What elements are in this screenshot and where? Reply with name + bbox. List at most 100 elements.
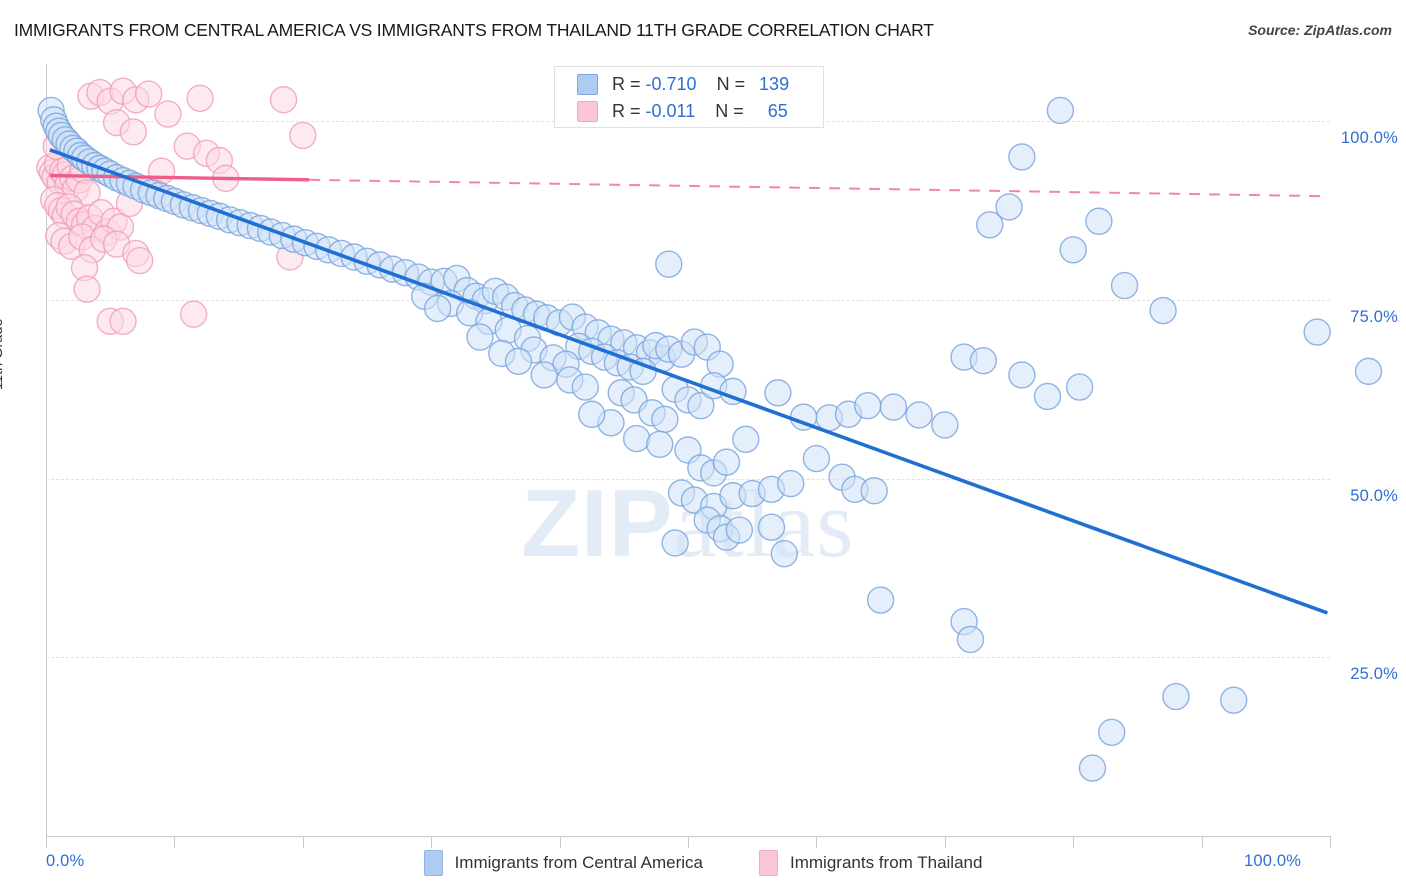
scatter-point-central-america bbox=[777, 469, 805, 498]
scatter-point-central-america bbox=[1085, 207, 1113, 235]
scatter-point-thailand bbox=[289, 121, 317, 150]
scatter-point-central-america bbox=[732, 425, 760, 453]
scatter-point-thailand bbox=[126, 246, 154, 275]
series-label-pink: Immigrants from Thailand bbox=[790, 853, 983, 872]
y-axis-line bbox=[46, 64, 47, 836]
scatter-point-thailand bbox=[73, 275, 101, 303]
y-axis-label: 11th Grade bbox=[0, 318, 6, 390]
series-legend-item-pink[interactable]: Immigrants from Thailand bbox=[759, 850, 982, 876]
scatter-point-central-america bbox=[866, 586, 895, 614]
scatter-point-central-america bbox=[1046, 96, 1075, 125]
scatter-point-thailand bbox=[154, 100, 182, 128]
x-tick bbox=[431, 836, 433, 848]
x-tick bbox=[302, 836, 304, 848]
scatter-point-central-america bbox=[1303, 318, 1331, 346]
series-legend: Immigrants from Central America Immigran… bbox=[0, 850, 1406, 876]
scatter-point-thailand bbox=[269, 86, 298, 114]
scatter-point-thailand bbox=[179, 300, 208, 328]
scatter-point-central-america bbox=[661, 529, 689, 557]
scatter-point-central-america bbox=[712, 448, 741, 476]
x-tick bbox=[559, 836, 561, 848]
n-label-pink: N = bbox=[715, 100, 744, 121]
scatter-point-central-america bbox=[770, 539, 798, 568]
series-legend-item-blue[interactable]: Immigrants from Central America bbox=[423, 850, 704, 876]
scatter-point-central-america bbox=[1219, 686, 1248, 714]
scatter-point-thailand bbox=[186, 84, 214, 113]
x-tick-label-min: 0.0% bbox=[46, 852, 85, 870]
r-value-pink: -0.011 bbox=[645, 100, 696, 121]
gridline bbox=[46, 478, 1330, 480]
scatter-point-central-america bbox=[646, 430, 674, 458]
r-label-blue: R = bbox=[612, 73, 641, 94]
series-label-blue: Immigrants from Central America bbox=[454, 853, 704, 872]
x-tick bbox=[1073, 836, 1075, 848]
x-tick bbox=[1201, 836, 1203, 848]
x-tick bbox=[1330, 836, 1331, 848]
x-tick bbox=[688, 836, 689, 848]
scatter-point-central-america bbox=[802, 444, 831, 473]
scatter-point-central-america bbox=[969, 346, 998, 375]
scatter-point-central-america bbox=[995, 193, 1023, 221]
scatter-point-central-america bbox=[879, 393, 908, 421]
gridline bbox=[46, 299, 1330, 301]
scatter-point-central-america bbox=[655, 250, 683, 278]
scatter-point-central-america bbox=[466, 323, 494, 351]
r-label-pink: R = bbox=[612, 100, 641, 121]
page-title: IMMIGRANTS FROM CENTRAL AMERICA VS IMMIG… bbox=[14, 20, 934, 40]
scatter-point-central-america bbox=[757, 513, 786, 541]
scatter-point-central-america bbox=[976, 211, 1004, 239]
correlation-row-blue: R = -0.710 N = 139 bbox=[555, 70, 823, 98]
scatter-point-central-america bbox=[504, 347, 533, 376]
scatter-point-central-america bbox=[687, 391, 715, 420]
scatter-point-central-america bbox=[1354, 357, 1383, 386]
y-tick-label: 100.0% bbox=[1340, 129, 1398, 148]
scatter-point-central-america bbox=[1065, 373, 1094, 401]
correlation-row-pink: R = -0.011 N = 65 bbox=[555, 97, 823, 125]
scatter-point-thailand bbox=[109, 307, 137, 336]
gridline bbox=[46, 657, 1330, 659]
n-label-blue: N = bbox=[716, 73, 746, 94]
plot-area: ZIPatlas bbox=[36, 64, 1383, 848]
scatter-point-central-america bbox=[1098, 718, 1126, 747]
r-value-blue: -0.710 bbox=[645, 73, 697, 94]
x-tick-label-max: 100.0% bbox=[1244, 852, 1302, 870]
source-attribution: Source: ZipAtlas.com bbox=[1248, 22, 1392, 38]
scatter-point-central-america bbox=[1162, 682, 1190, 711]
scatter-point-central-america bbox=[622, 424, 651, 453]
scatter-point-central-america bbox=[651, 405, 679, 433]
scatter-point-thailand bbox=[135, 80, 163, 108]
y-tick-label: 50.0% bbox=[1350, 486, 1398, 505]
scatter-point-central-america bbox=[764, 379, 792, 407]
scatter-point-central-america bbox=[1059, 236, 1087, 264]
scatter-point-central-america bbox=[1110, 271, 1139, 300]
correlation-legend-box: R = -0.710 N = 139 R = -0.011 N = 65 bbox=[554, 66, 824, 128]
y-tick-label: 75.0% bbox=[1350, 307, 1398, 326]
scatter-point-central-america bbox=[1008, 143, 1036, 171]
series-swatch-pink-icon bbox=[759, 850, 779, 876]
n-value-blue: 139 bbox=[759, 73, 790, 94]
x-tick bbox=[816, 836, 818, 848]
scatter-points-layer bbox=[36, 77, 1383, 782]
scatter-point-central-america bbox=[931, 411, 959, 439]
scatter-point-central-america bbox=[530, 361, 558, 389]
scatter-point-central-america bbox=[905, 401, 933, 429]
scatter-point-central-america bbox=[1078, 754, 1107, 782]
scatter-point-central-america bbox=[956, 625, 985, 654]
series-swatch-blue-icon bbox=[423, 850, 443, 876]
scatter-point-central-america bbox=[578, 400, 606, 428]
scatter-point-thailand bbox=[119, 118, 148, 146]
trendline-central-america bbox=[49, 148, 1329, 615]
scatter-point-central-america bbox=[854, 391, 882, 420]
scatter-point-central-america bbox=[1033, 382, 1062, 411]
scatter-point-central-america bbox=[1149, 296, 1177, 325]
correlation-blue-r: R = -0.710 bbox=[612, 74, 697, 95]
x-tick bbox=[46, 836, 47, 848]
x-tick bbox=[174, 836, 176, 848]
scatter-point-central-america bbox=[1008, 361, 1036, 389]
n-value-pink: 65 bbox=[767, 100, 788, 121]
scatter-point-central-america bbox=[571, 373, 599, 401]
trendline-thailand-extension bbox=[309, 178, 1328, 198]
y-tick-label: 25.0% bbox=[1350, 665, 1398, 684]
scatter-point-central-america bbox=[725, 516, 754, 544]
